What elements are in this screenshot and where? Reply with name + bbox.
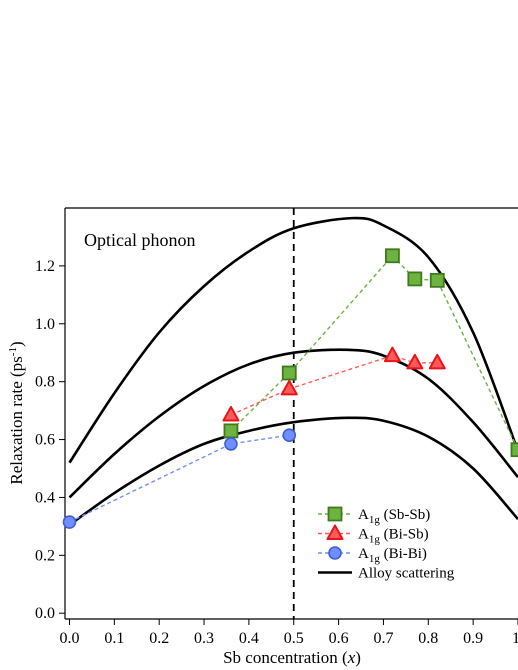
data-point — [510, 442, 518, 458]
legend-swatch-marker — [327, 506, 343, 522]
series-line — [230, 354, 438, 416]
data-point — [383, 346, 401, 363]
data-point — [282, 428, 297, 443]
x-tick-label: 0.9 — [463, 630, 483, 647]
legend: A1g (Sb-Sb)A1g (Bi-Sb)A1g (Bi-Bi)Alloy s… — [318, 506, 455, 582]
y-tick-label: 0.0 — [35, 605, 55, 622]
y-tick-label: 0.8 — [35, 374, 55, 391]
x-tick-label: 0.1 — [104, 630, 124, 647]
data-point — [428, 353, 446, 370]
x-tick-label: 0.7 — [373, 630, 393, 647]
data-point — [224, 437, 238, 451]
series-circle — [62, 428, 297, 529]
legend-label: A1g (Bi-Sb) — [358, 527, 429, 546]
alloy-curves — [68, 216, 518, 526]
alloy-curve-2 — [68, 348, 518, 499]
axes: 0.0 0.1 0.2 0.3 0.4 0.5 0.6 0.7 0.8 0.9 1. 0.0 0.2 0.… — [35, 207, 518, 647]
series-line — [230, 254, 518, 450]
legend-item: Alloy scattering — [318, 566, 455, 582]
data-point — [223, 423, 239, 439]
data-point — [385, 248, 400, 264]
data-point — [222, 405, 240, 422]
data-point — [281, 365, 297, 381]
alloy-curve-3 — [68, 416, 518, 526]
data-point — [280, 379, 298, 396]
data-point — [62, 515, 77, 529]
y-tick-label: 0.4 — [35, 489, 55, 506]
x-tick-label: 0.0 — [59, 630, 79, 647]
x-tick-label: 0.8 — [418, 630, 438, 647]
data-point — [429, 272, 445, 288]
legend-item: A1g (Bi-Bi) — [318, 546, 427, 565]
legend-swatch-marker — [328, 546, 342, 560]
data-point — [407, 271, 423, 287]
data-series — [62, 248, 518, 529]
alloy-curve-1 — [68, 216, 518, 464]
series-line — [69, 434, 290, 523]
legend-label: A1g (Sb-Sb) — [358, 507, 430, 526]
legend-swatch-marker — [326, 524, 344, 540]
y-tick-label: 1.2 — [35, 258, 55, 275]
annotation-optical-phonon: Optical phonon — [84, 230, 195, 250]
y-tick-label: 0.6 — [35, 432, 55, 449]
legend-label: Alloy scattering — [358, 566, 455, 582]
x-tick-label: 1. — [512, 630, 518, 647]
y-axis-label: Relaxation rate (ps-1) — [7, 341, 26, 484]
x-tick-label: 0.6 — [329, 630, 349, 647]
data-point — [406, 353, 424, 370]
legend-item: A1g (Bi-Sb) — [318, 524, 429, 546]
x-tick-label: 0.4 — [239, 630, 259, 647]
x-tick-label: 0.5 — [284, 630, 304, 647]
series-square — [223, 248, 518, 458]
x-tick-label: 0.3 — [194, 630, 214, 647]
x-tick-label: 0.2 — [149, 630, 169, 647]
legend-item: A1g (Sb-Sb) — [318, 506, 430, 526]
y-tick-label: 0.2 — [35, 547, 55, 564]
legend-label: A1g (Bi-Bi) — [358, 546, 427, 565]
series-triangle — [222, 346, 446, 422]
x-axis-label: Sb concentration (x) — [223, 648, 361, 667]
y-tick-label: 1.0 — [35, 316, 55, 333]
